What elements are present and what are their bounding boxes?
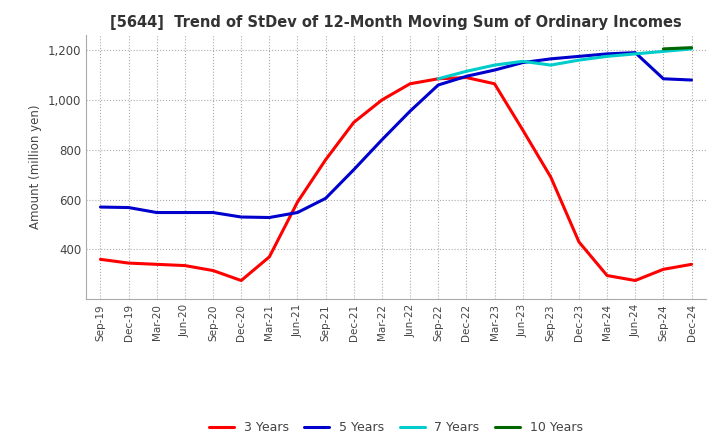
3 Years [406,81,415,86]
7 Years [518,59,527,64]
5 Years [631,50,639,55]
3 Years [546,175,555,180]
7 Years [575,58,583,63]
5 Years [153,210,161,215]
7 Years [462,69,471,74]
5 Years [546,56,555,62]
7 Years [434,76,443,81]
Title: [5644]  Trend of StDev of 12-Month Moving Sum of Ordinary Incomes: [5644] Trend of StDev of 12-Month Moving… [110,15,682,30]
5 Years [490,67,499,73]
5 Years [125,205,133,210]
5 Years [434,82,443,88]
5 Years [321,196,330,201]
10 Years [687,45,696,50]
5 Years [659,76,667,81]
5 Years [406,109,415,114]
3 Years [462,75,471,80]
3 Years [237,278,246,283]
5 Years [518,60,527,65]
5 Years [603,51,611,56]
3 Years [490,81,499,86]
5 Years [462,73,471,79]
5 Years [575,54,583,59]
3 Years [377,97,386,103]
3 Years [631,278,639,283]
Line: 3 Years: 3 Years [101,77,691,281]
7 Years [631,51,639,56]
10 Years [659,46,667,51]
3 Years [153,262,161,267]
3 Years [96,257,105,262]
5 Years [293,210,302,215]
3 Years [209,268,217,273]
3 Years [518,127,527,132]
3 Years [265,254,274,260]
3 Years [321,157,330,162]
3 Years [659,267,667,272]
5 Years [377,137,386,143]
Line: 7 Years: 7 Years [438,49,691,79]
Line: 10 Years: 10 Years [663,48,691,49]
5 Years [687,77,696,83]
5 Years [96,205,105,210]
7 Years [659,49,667,54]
3 Years [125,260,133,266]
5 Years [181,210,189,215]
Legend: 3 Years, 5 Years, 7 Years, 10 Years: 3 Years, 5 Years, 7 Years, 10 Years [204,416,588,439]
3 Years [575,239,583,245]
7 Years [603,54,611,59]
5 Years [349,167,358,172]
Line: 5 Years: 5 Years [101,53,691,217]
7 Years [687,46,696,51]
3 Years [434,76,443,81]
5 Years [237,214,246,220]
5 Years [209,210,217,215]
Y-axis label: Amount (million yen): Amount (million yen) [30,105,42,229]
5 Years [265,215,274,220]
3 Years [293,199,302,205]
3 Years [349,120,358,125]
7 Years [546,62,555,68]
7 Years [490,62,499,68]
3 Years [603,273,611,278]
3 Years [687,262,696,267]
3 Years [181,263,189,268]
